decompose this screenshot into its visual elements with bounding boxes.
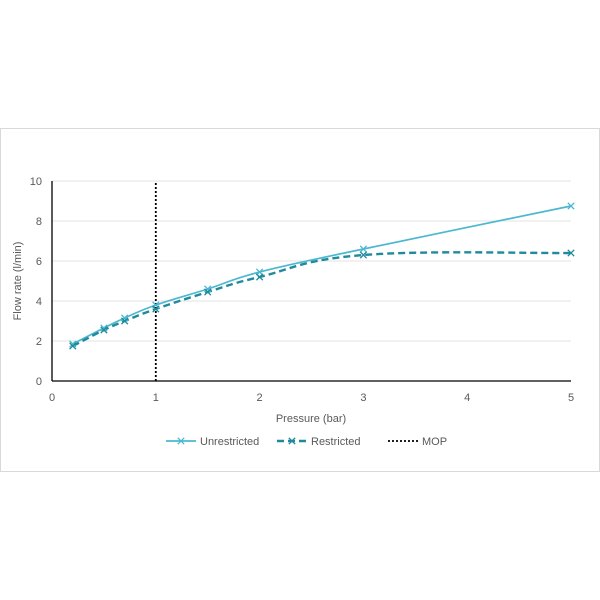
data-point-marker	[177, 437, 185, 445]
marker-stroke	[121, 314, 129, 322]
x-tick-label: 2	[257, 392, 263, 404]
x-tick-label: 1	[153, 392, 159, 404]
marker-stroke	[288, 437, 296, 445]
y-tick-label: 6	[36, 256, 42, 268]
series-markers	[69, 202, 575, 350]
marker-stroke	[359, 245, 368, 253]
chart-frame	[0, 128, 600, 472]
marker-stroke	[177, 437, 185, 445]
legend-label: Unrestricted	[200, 436, 259, 448]
y-tick-label: 10	[30, 176, 42, 188]
x-tick-label: 3	[360, 392, 366, 404]
marker-stroke	[100, 324, 108, 332]
marker-stroke	[121, 317, 129, 325]
y-tick-label: 8	[36, 216, 42, 228]
marker-stroke	[567, 202, 575, 210]
y-tick-label: 0	[36, 376, 42, 388]
legend-label: MOP	[422, 436, 447, 448]
data-point-marker	[100, 324, 108, 332]
marker-stroke	[255, 273, 264, 281]
marker-stroke	[152, 305, 160, 313]
data-point-marker	[152, 305, 160, 313]
gridlines	[52, 180, 571, 342]
x-tick-label: 0	[49, 392, 55, 404]
marker-stroke	[100, 326, 108, 334]
data-point-marker	[121, 317, 129, 325]
data-point-marker	[288, 437, 296, 445]
y-tick-label: 2	[36, 336, 42, 348]
marker-stroke	[359, 251, 368, 259]
y-tick-label: 4	[36, 296, 42, 308]
data-point-marker	[100, 326, 108, 334]
y-axis-title: Flow rate (l/min)	[12, 242, 24, 321]
axes	[51, 181, 571, 382]
data-point-marker	[121, 314, 129, 322]
series-line-unrestricted	[72, 205, 572, 345]
x-tick-label: 4	[464, 392, 470, 404]
marker-stroke	[567, 249, 575, 257]
marker-stroke	[204, 288, 212, 296]
data-point-marker	[204, 288, 212, 296]
data-point-marker	[359, 251, 368, 259]
tick-labels: 0 2 4 6 8 10 0 1 2 3 4 5	[30, 176, 574, 404]
data-point-marker	[204, 285, 212, 293]
series-lines	[72, 181, 572, 381]
data-point-marker	[255, 273, 264, 281]
marker-stroke	[204, 285, 212, 293]
data-point-marker	[567, 249, 575, 257]
series-line-restricted	[72, 251, 572, 348]
data-point-marker	[359, 245, 368, 253]
data-point-marker	[69, 342, 77, 350]
data-point-marker	[69, 340, 77, 348]
x-tick-label: 5	[568, 392, 574, 404]
legend: Unrestricted Restricted MOP	[166, 436, 447, 448]
marker-stroke	[69, 342, 77, 350]
marker-stroke	[69, 340, 77, 348]
data-point-marker	[567, 202, 575, 210]
legend-label: Restricted	[311, 436, 361, 448]
x-axis-title: Pressure (bar)	[276, 413, 346, 425]
